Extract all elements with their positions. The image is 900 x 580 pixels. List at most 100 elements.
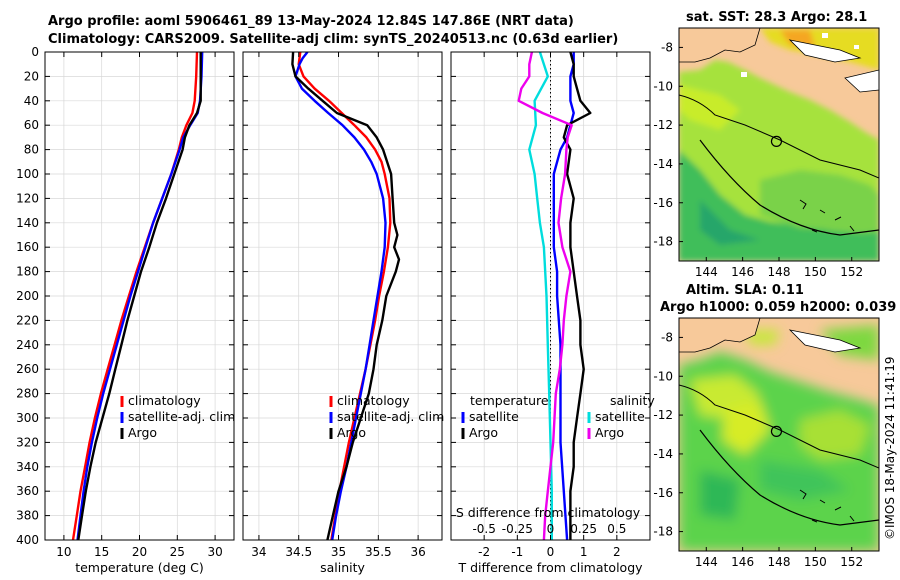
sla-argo-location-marker <box>770 425 783 437</box>
title-line-2: Climatology: CARS2009. Satellite-adj cli… <box>48 32 619 47</box>
map-y-tick-label: -12 <box>653 408 673 422</box>
x-tick-label: 10 <box>56 545 71 559</box>
x-tick-label: 35.5 <box>365 545 392 559</box>
legend-label: Argo <box>469 425 498 440</box>
sst-map-axes: 144 146 148 150 152 -8 -10 -12 -14 -16 -18 <box>653 40 863 279</box>
y-tick-label: 200 <box>16 289 39 303</box>
x-tick-label: 1 <box>580 545 588 559</box>
y-tick-label: 140 <box>16 216 39 230</box>
legend-label: satellite <box>469 409 519 424</box>
s-difference-label: S difference from climatology <box>456 505 641 520</box>
sla-map-subtitle: Argo h1000: 0.059 h2000: 0.039 <box>660 300 897 315</box>
s-tick-label: -0.5 <box>472 522 495 536</box>
x-axis-label: temperature (deg C) <box>75 560 204 575</box>
x-tick-label: 36 <box>410 545 425 559</box>
legend-label: satellite-adj. clim <box>337 409 444 424</box>
s-tick-label: -0.25 <box>502 522 533 536</box>
map-y-tick-label: -12 <box>653 118 673 132</box>
y-tick-label: 120 <box>16 191 39 205</box>
title-line-1: Argo profile: aoml 5906461_89 13-May-202… <box>48 14 574 29</box>
map-y-tick-label: -14 <box>653 447 673 461</box>
map-x-tick-label: 144 <box>695 265 718 279</box>
y-tick-label: 40 <box>24 94 39 108</box>
map-y-tick-label: -16 <box>653 196 673 210</box>
legend-label: Argo <box>337 425 366 440</box>
y-tick-label: 60 <box>24 118 39 132</box>
map-y-tick-label: -14 <box>653 157 673 171</box>
sla-ocean-field <box>679 325 879 551</box>
x-tick-label: 34 <box>251 545 266 559</box>
y-tick-label: 100 <box>16 167 39 181</box>
map-y-tick-label: -16 <box>653 486 673 500</box>
map-y-tick-label: -18 <box>653 525 673 539</box>
map-x-tick-label: 150 <box>804 555 827 569</box>
sla-map: 144 146 148 150 152 -8 -10 -12 -14 -16 -18 <box>653 317 880 569</box>
x-tick-label: -1 <box>511 545 523 559</box>
sla-map-title: Altim. SLA: 0.11 <box>686 283 804 298</box>
y-tick-label: 280 <box>16 387 39 401</box>
y-tick-label: 0 <box>31 45 39 59</box>
legend-title-salinity: salinity <box>610 393 655 408</box>
x-tick-label: 25 <box>170 545 185 559</box>
legend-title-temperature: temperature <box>470 393 549 408</box>
y-tick-label: 400 <box>16 533 39 547</box>
y-tick-label: 380 <box>16 509 39 523</box>
y-tick-label: 180 <box>16 265 39 279</box>
map-x-tick-label: 148 <box>768 265 791 279</box>
sst-map-title: sat. SST: 28.3 Argo: 28.1 <box>686 10 868 25</box>
s-tick-label: 0.5 <box>607 522 626 536</box>
salinity-panel: 34 34.5 35 35.5 36 salinity climatologysatelli… <box>242 51 444 575</box>
y-tick-label: 220 <box>16 313 39 327</box>
y-tick-label: 20 <box>24 69 39 83</box>
map-y-tick-label: -8 <box>661 40 673 54</box>
x-tick-label: 30 <box>207 545 222 559</box>
x-tick-label: 35 <box>331 545 346 559</box>
series-line-t-argo <box>562 52 592 540</box>
map-y-tick-label: -10 <box>653 369 673 383</box>
series-line-climatology <box>297 52 392 540</box>
map-x-tick-label: 144 <box>695 555 718 569</box>
legend-label: satellite <box>595 409 645 424</box>
s-tick-label: 0 <box>547 522 555 536</box>
y-tick-label: 80 <box>24 143 39 157</box>
map-x-tick-label: 152 <box>840 555 863 569</box>
legend-label: climatology <box>128 393 201 408</box>
series-line-satellite-adj-clim <box>294 52 387 540</box>
x-tick-label: 34.5 <box>285 545 312 559</box>
map-x-tick-label: 146 <box>731 555 754 569</box>
s-tick-label: 0.25 <box>570 522 597 536</box>
map-x-tick-label: 146 <box>731 265 754 279</box>
sst-map: 144 146 148 150 152 -8 -10 -12 -14 -16 -18 <box>653 27 880 279</box>
sla-map-axes: 144 146 148 150 152 -8 -10 -12 -14 -16 -18 <box>653 330 863 569</box>
map-y-tick-label: -10 <box>653 79 673 93</box>
y-tick-label: 160 <box>16 240 39 254</box>
y-tick-label: 360 <box>16 484 39 498</box>
y-tick-label: 300 <box>16 411 39 425</box>
y-tick-label: 260 <box>16 362 39 376</box>
series-line-argo <box>77 52 202 540</box>
x-tick-label: 2 <box>613 545 621 559</box>
map-x-tick-label: 152 <box>840 265 863 279</box>
sst-argo-location-marker <box>770 135 783 147</box>
legend-label: satellite-adj. clim <box>128 409 235 424</box>
difference-panel: -2 -1 0 1 2T difference from climatology temp… <box>450 51 655 575</box>
x-tick-label: 20 <box>132 545 147 559</box>
map-y-tick-label: -8 <box>661 330 673 344</box>
map-x-tick-label: 150 <box>804 265 827 279</box>
map-x-tick-label: 148 <box>768 555 791 569</box>
x-axis-label: T difference from climatology <box>457 560 643 575</box>
map-y-tick-label: -18 <box>653 235 673 249</box>
x-tick-label: -2 <box>478 545 490 559</box>
series-line-t-satellite <box>552 52 575 540</box>
x-tick-label: 15 <box>94 545 109 559</box>
series-line-argo <box>291 52 401 540</box>
series-line-s-argo <box>517 52 573 540</box>
legend-label: Argo <box>128 425 157 440</box>
x-axis-label: salinity <box>320 560 365 575</box>
x-tick-label: 0 <box>547 545 555 559</box>
legend-label: climatology <box>337 393 410 408</box>
series-line-s-satellite <box>528 52 553 540</box>
legend-label: Argo <box>595 425 624 440</box>
